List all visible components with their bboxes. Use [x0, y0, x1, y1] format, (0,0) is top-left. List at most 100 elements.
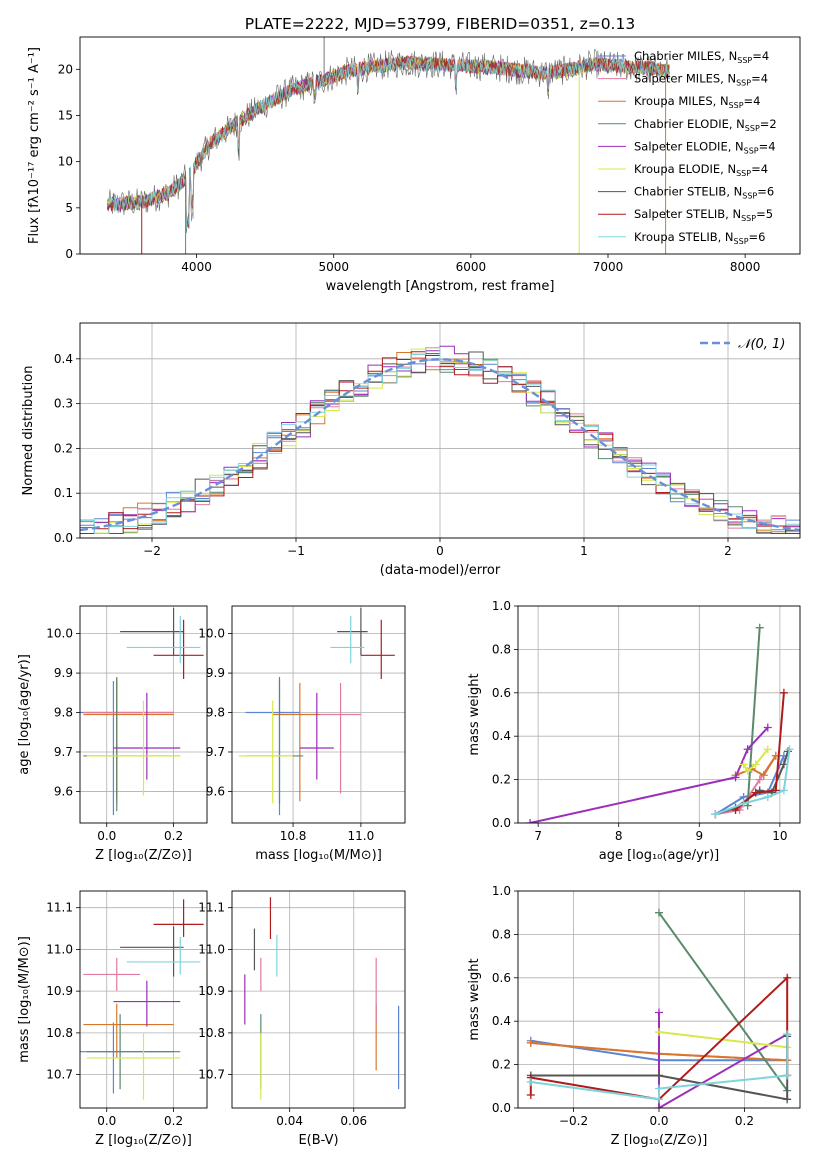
- x-tick-label: 0.2: [735, 1114, 754, 1128]
- y-axis-label: Flux [fλ10⁻¹⁷ erg cm⁻² s⁻¹ A⁻¹]: [27, 47, 42, 244]
- y-tick-label: 9.7: [206, 745, 225, 759]
- mass-weight-line: [658, 1012, 788, 1108]
- axes-frame: [231, 890, 406, 1109]
- legend-subscript: SSP: [734, 237, 749, 246]
- mass-weight-marker: [785, 745, 794, 754]
- legend-subscript: SSP: [729, 101, 744, 110]
- model-spectrum-line: [107, 55, 670, 226]
- plot-area: [80, 345, 800, 534]
- y-tick-label: 10.0: [198, 627, 225, 641]
- mass-weight-marker: [783, 1030, 792, 1039]
- mass-weight-marker: [763, 745, 772, 754]
- y-tick-label: 10.7: [198, 1068, 225, 1082]
- legend-label: Salpeter STELIB, NSSP=5: [634, 207, 773, 223]
- legend-label: Salpeter ELODIE, NSSP=4: [634, 139, 776, 155]
- x-tick-label: 11.0: [348, 829, 375, 843]
- x-tick-label: −2: [143, 544, 161, 558]
- y-tick-label: 0.6: [492, 971, 511, 985]
- mass-weight-marker: [655, 1104, 663, 1108]
- y-tick-label: 0.0: [54, 531, 73, 545]
- x-axis-label: E(B-V): [298, 1133, 338, 1148]
- x-tick-label: 7: [534, 829, 542, 843]
- y-tick-label: 0.4: [492, 729, 511, 743]
- y-tick-label: 9.6: [206, 784, 225, 798]
- x-tick-label: 9: [695, 829, 703, 843]
- mass-weight-marker: [743, 745, 752, 754]
- legend-label: Chabrier ELODIE, NSSP=2: [634, 117, 777, 133]
- y-tick-label: 0: [65, 247, 73, 261]
- y-tick-label: 0.2: [492, 1058, 511, 1072]
- legend-subscript: SSP: [744, 146, 759, 155]
- y-tick-label: 9.6: [54, 784, 73, 798]
- x-tick-label: 2: [724, 544, 732, 558]
- mass-weight-marker: [755, 623, 764, 632]
- x-axis-label: mass [log₁₀(M/M⊙)]: [255, 848, 382, 863]
- axes-frame: [79, 605, 208, 824]
- y-tick-label: 0.8: [492, 927, 511, 941]
- x-tick-label: 4000: [181, 260, 212, 274]
- mass-weight-marker: [739, 760, 748, 769]
- plot-area: [107, 37, 670, 254]
- mass-weight-marker: [655, 1095, 663, 1104]
- y-tick-label: 20: [58, 62, 73, 76]
- mass-weight-marker: [763, 723, 772, 732]
- mass-weight-marker: [779, 688, 788, 697]
- legend-suffix: =6: [757, 185, 774, 199]
- mass-weight-marker: [655, 1008, 663, 1017]
- model-spectrum-line: [107, 56, 670, 226]
- mass-weight-marker: [783, 973, 792, 982]
- y-tick-label: 0.0: [492, 1101, 511, 1115]
- x-tick-label: −1: [287, 544, 305, 558]
- y-axis-label: mass weight: [467, 673, 482, 755]
- legend-suffix: =4: [752, 49, 769, 63]
- y-tick-label: 9.8: [206, 706, 225, 720]
- y-tick-label: 10.9: [46, 984, 73, 998]
- x-tick-label: 0.2: [164, 829, 183, 843]
- x-tick-label: 7000: [593, 260, 624, 274]
- mass-vs-metallicity-panel: 0.0 0.2 10.7 10.8 10.9 11.0 11.1 Z [log₁₀(Z/Z⊙)…: [17, 890, 208, 1148]
- mass-weight-line: [746, 627, 761, 806]
- legend-subscript: SSP: [745, 124, 760, 133]
- x-tick-label: 8000: [730, 260, 761, 274]
- mass-weight-line: [658, 912, 789, 1092]
- mass-weight-marker: [655, 908, 663, 917]
- residual-histogram: [80, 347, 800, 534]
- mass-weight-marker: [655, 1071, 663, 1080]
- x-tick-label: 0: [436, 544, 444, 558]
- x-axis-label: age [log₁₀(age/yr)]: [599, 848, 720, 863]
- mass-weight-marker: [739, 799, 748, 808]
- y-axis-label: age [log₁₀(age/yr)]: [17, 654, 32, 775]
- mass-weight-marker: [711, 810, 720, 819]
- mass-weight-marker: [526, 1038, 535, 1047]
- y-axis-label: mass [log₁₀(M/M⊙)]: [17, 936, 32, 1063]
- residuals-panel: −2 −1 0 1 2 0.0 0.1 0.2 0.3 0.4 (data-model)/error…: [21, 322, 801, 578]
- x-tick-label: 0.0: [97, 829, 116, 843]
- mass-weight-marker: [526, 1090, 535, 1099]
- weight-vs-age-panel: 7 8 9 10 0.0 0.2 0.4 0.6 0.8 1.0 age [log₁₀(age/yr…: [467, 599, 801, 863]
- mass-weight-line: [742, 748, 769, 773]
- model-spectrum-line: [107, 56, 670, 229]
- axes-frame: [79, 36, 801, 255]
- y-tick-label: 0.3: [54, 397, 73, 411]
- legend-label: Kroupa STELIB, NSSP=6: [634, 230, 765, 246]
- mass-weight-marker: [783, 1095, 792, 1104]
- plot-area: [526, 623, 794, 823]
- axes-frame: [79, 890, 208, 1109]
- mass-weight-marker: [755, 775, 764, 784]
- x-tick-label: 10.8: [280, 829, 307, 843]
- legend-label: Chabrier STELIB, NSSP=6: [634, 185, 774, 201]
- x-tick-label: 0.2: [164, 1114, 183, 1128]
- y-tick-label: 0.2: [54, 441, 73, 455]
- legend-suffix: =4: [751, 162, 768, 176]
- model-spectrum-line: [107, 55, 670, 227]
- y-tick-label: 10.9: [198, 984, 225, 998]
- y-tick-label: 11.1: [198, 901, 225, 915]
- age-vs-mass-panel: 10.8 11.0 9.6 9.7 9.8 9.9 10.0 mass [log₁₀(M/M⊙…: [198, 605, 406, 863]
- x-tick-label: 10: [772, 829, 787, 843]
- x-tick-label: 0.06: [340, 1114, 367, 1128]
- legend-suffix: =6: [749, 230, 766, 244]
- legend-label: Chabrier MILES, NSSP=4: [634, 49, 769, 65]
- y-tick-label: 10.8: [198, 1026, 225, 1040]
- y-tick-label: 11.0: [198, 942, 225, 956]
- mass-weight-marker: [743, 766, 752, 775]
